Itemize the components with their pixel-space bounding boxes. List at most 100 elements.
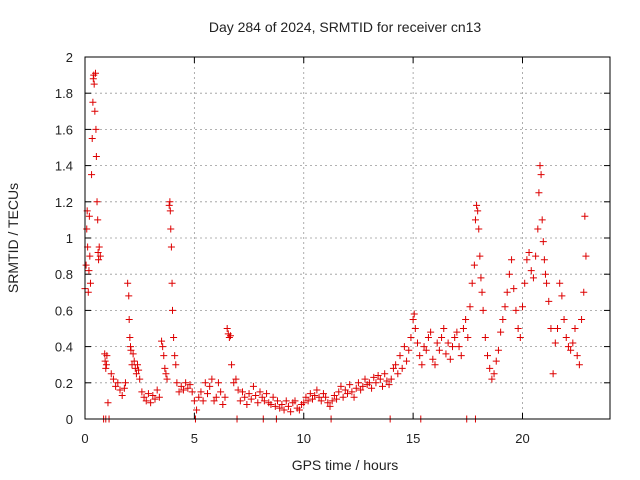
data-point: [514, 325, 522, 332]
data-point: [492, 357, 500, 365]
data-point: [88, 171, 96, 179]
data-point: [104, 399, 112, 407]
data-point: [449, 343, 456, 351]
data-point: [398, 364, 406, 372]
data-point: [186, 381, 194, 389]
data-point: [481, 334, 489, 342]
data-point: [501, 303, 509, 311]
data-point: [201, 379, 209, 387]
data-point: [473, 201, 481, 209]
data-point: [385, 381, 393, 389]
data-point: [102, 361, 110, 369]
data-point: [365, 379, 373, 387]
data-point: [416, 352, 424, 360]
data-point: [409, 315, 417, 323]
data-point: [263, 390, 271, 398]
x-axis-label: GPS time / hours: [292, 457, 399, 473]
data-point: [306, 390, 314, 398]
data-point: [444, 339, 452, 347]
data-point: [476, 252, 484, 260]
data-point: [455, 343, 463, 351]
data-point: [260, 397, 268, 405]
data-point: [212, 393, 220, 401]
data-point: [540, 256, 548, 264]
y-tick-label: 0.4: [55, 340, 73, 355]
data-point: [236, 397, 244, 405]
data-point: [83, 225, 91, 233]
data-point: [317, 397, 325, 405]
data-point: [392, 361, 400, 369]
data-point: [300, 399, 308, 407]
x-tick-label: 15: [406, 431, 420, 446]
data-point: [90, 71, 98, 79]
data-point: [383, 377, 391, 385]
data-point: [245, 390, 253, 398]
data-point: [147, 399, 155, 407]
data-point: [400, 343, 408, 351]
data-point: [475, 225, 483, 233]
data-point: [151, 395, 159, 403]
data-point: [287, 408, 295, 416]
data-point: [516, 334, 524, 342]
data-point: [424, 334, 432, 342]
data-point: [125, 292, 133, 300]
data-point: [538, 216, 546, 224]
data-point: [204, 390, 211, 398]
data-point: [446, 355, 454, 363]
data-point: [92, 125, 100, 133]
data-point: [420, 343, 428, 351]
data-point: [144, 390, 152, 398]
data-point: [440, 325, 448, 332]
data-point: [127, 346, 135, 354]
y-axis-label: SRMTID / TECUs: [5, 183, 21, 293]
data-point: [532, 252, 540, 260]
data-point: [140, 393, 148, 401]
data-point: [132, 370, 140, 378]
data-point: [120, 384, 128, 392]
data-point: [554, 325, 561, 332]
data-point: [582, 252, 590, 260]
data-point: [88, 134, 96, 142]
data-point: [438, 334, 446, 342]
data-point: [134, 361, 141, 369]
data-point: [346, 381, 354, 389]
data-point: [82, 261, 90, 269]
data-point: [225, 334, 233, 342]
data-point: [422, 346, 430, 354]
data-point: [274, 397, 281, 405]
data-point: [499, 315, 507, 323]
data-point: [167, 225, 175, 233]
data-point: [254, 399, 262, 407]
data-point: [190, 397, 198, 405]
y-tick-label: 1.2: [55, 195, 73, 210]
data-point: [239, 388, 246, 396]
data-point: [315, 393, 323, 401]
data-point: [488, 375, 496, 383]
data-point: [471, 216, 479, 224]
data-point: [276, 404, 284, 412]
data-point: [508, 256, 516, 264]
data-point: [142, 397, 150, 405]
data-point: [468, 279, 476, 287]
data-point: [85, 267, 93, 275]
x-tick-label: 20: [515, 431, 529, 446]
data-point: [124, 279, 132, 287]
data-point: [541, 270, 549, 278]
y-tick-label: 1: [66, 231, 73, 246]
data-point: [396, 352, 404, 360]
data-point: [219, 401, 227, 409]
data-point: [573, 352, 581, 360]
data-point: [567, 346, 575, 354]
data-point: [580, 288, 588, 296]
data-point: [477, 274, 485, 282]
x-tick-label: 10: [297, 431, 311, 446]
data-point: [497, 328, 505, 336]
data-point: [95, 243, 103, 251]
data-point: [328, 397, 336, 405]
data-point: [370, 373, 378, 381]
data-point: [525, 248, 533, 256]
data-point: [94, 248, 102, 256]
data-point: [86, 252, 94, 260]
data-point: [479, 306, 487, 314]
data-point: [169, 306, 176, 314]
